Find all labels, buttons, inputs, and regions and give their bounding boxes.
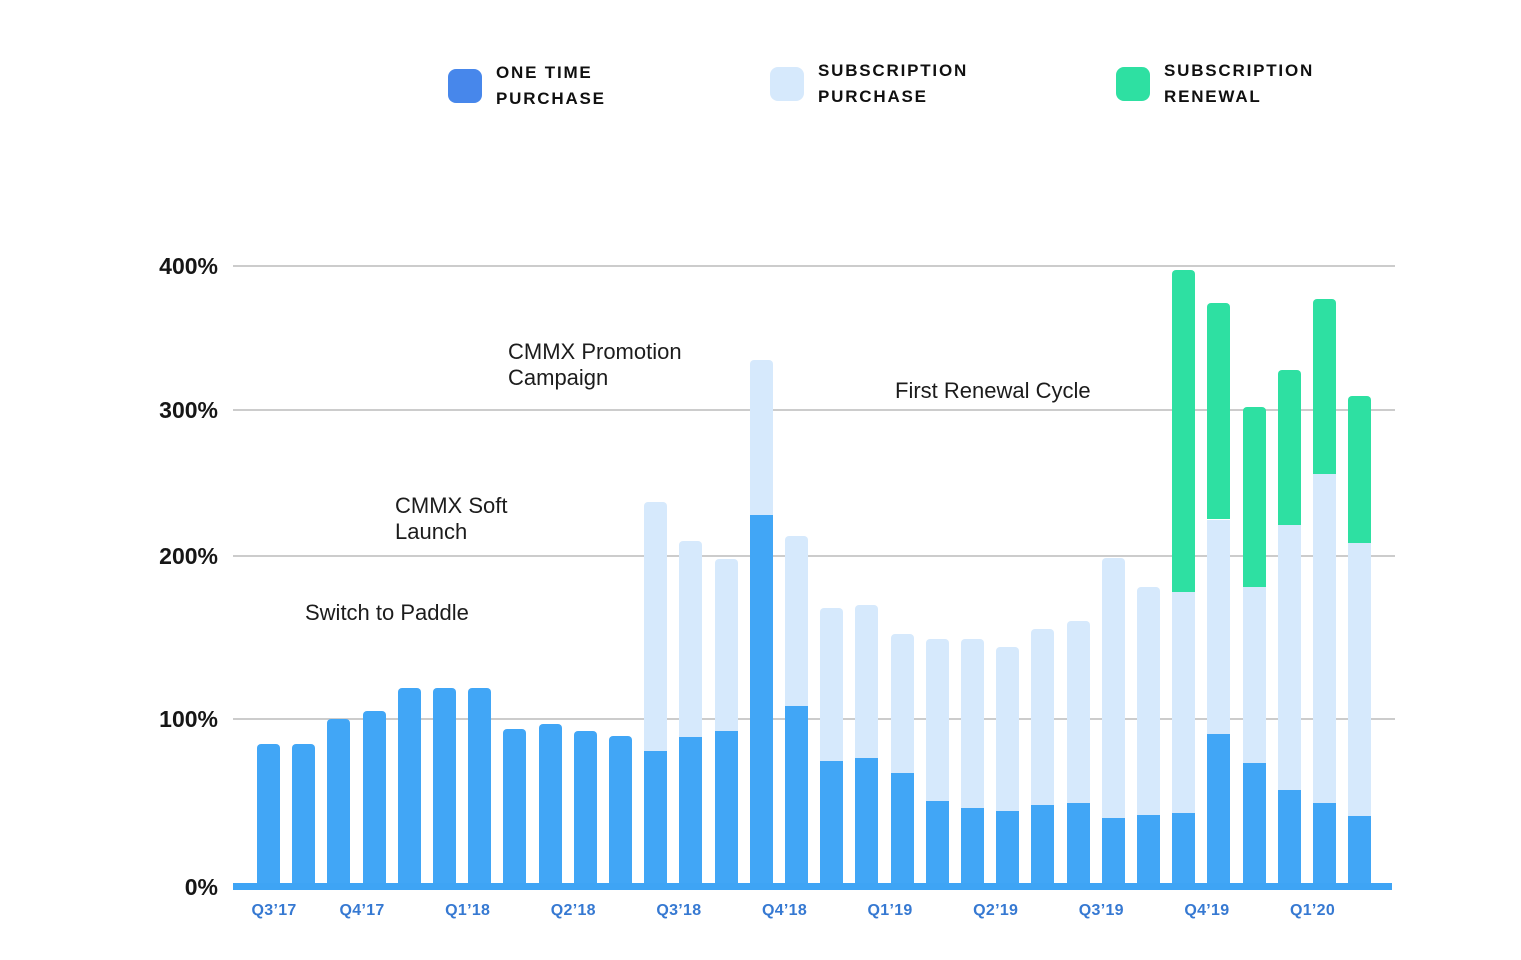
y-axis-label-200: 200% bbox=[159, 543, 218, 569]
x-axis-label-Q417: Q4’17 bbox=[339, 902, 385, 919]
bar-segment-subscription-renewal bbox=[1172, 270, 1196, 592]
bar-segment-one-time-purchase bbox=[433, 688, 456, 888]
gridline-100 bbox=[233, 718, 1395, 720]
x-axis-label-Q219: Q2’19 bbox=[973, 902, 1019, 919]
x-axis-label-Q118: Q1’18 bbox=[445, 902, 491, 919]
legend-label-one-time-purchase: ONE TIME PURCHASE bbox=[496, 63, 606, 108]
bar-segment-subscription-purchase bbox=[855, 604, 879, 758]
y-axis-label-300: 300% bbox=[159, 397, 218, 423]
bar-segment-subscription-purchase bbox=[1242, 586, 1266, 763]
bar-segment-one-time-purchase bbox=[1277, 789, 1301, 888]
x-axis-label-Q218: Q2’18 bbox=[550, 902, 596, 919]
gridline-200 bbox=[233, 555, 1395, 557]
annotation-cmmx-soft-launch: CMMX Soft Launch bbox=[395, 493, 508, 544]
bar-segment-subscription-renewal bbox=[1242, 407, 1266, 587]
y-axis-label-100: 100% bbox=[159, 706, 218, 732]
bar-segment-one-time-purchase bbox=[468, 688, 492, 888]
x-axis-label-Q120: Q1’20 bbox=[1289, 902, 1336, 919]
bar-segment-subscription-purchase bbox=[1348, 542, 1372, 817]
bar-segment-one-time-purchase bbox=[1313, 803, 1336, 888]
bar-segment-one-time-purchase bbox=[609, 735, 632, 888]
bar-segment-subscription-purchase bbox=[785, 535, 808, 706]
bar-segment-subscription-purchase bbox=[714, 559, 738, 731]
bar-segment-one-time-purchase bbox=[749, 515, 773, 888]
annotation-switch-to-paddle: Switch to Paddle bbox=[305, 600, 469, 625]
bar-segment-one-time-purchase bbox=[1242, 762, 1266, 888]
legend-label-subscription-purchase: SUBSCRIPTION PURCHASE bbox=[818, 61, 969, 106]
x-axis-label-Q418: Q4’18 bbox=[761, 902, 808, 919]
bar-segment-one-time-purchase bbox=[714, 730, 738, 888]
bar-segment-subscription-purchase bbox=[1313, 474, 1336, 803]
bar-segment-subscription-purchase bbox=[820, 608, 844, 761]
bar-segment-subscription-purchase bbox=[749, 359, 773, 516]
bar-segment-one-time-purchase bbox=[1348, 816, 1372, 888]
bar-segment-one-time-purchase bbox=[573, 730, 597, 888]
legend-swatch-subscription-purchase bbox=[770, 67, 804, 101]
legend-swatch-subscription-renewal bbox=[1116, 67, 1150, 101]
bar-segment-one-time-purchase bbox=[1172, 813, 1196, 888]
bar-segment-subscription-purchase bbox=[996, 647, 1020, 812]
bar-segment-one-time-purchase bbox=[996, 811, 1020, 888]
bar-segment-one-time-purchase bbox=[257, 744, 280, 888]
bar-segment-subscription-purchase bbox=[890, 634, 914, 773]
bar-segment-subscription-renewal bbox=[1277, 369, 1301, 526]
bar-segment-one-time-purchase bbox=[925, 801, 949, 888]
bar-segment-one-time-purchase bbox=[961, 808, 984, 888]
x-axis-label-Q119: Q1’19 bbox=[867, 902, 913, 919]
bar-segment-one-time-purchase bbox=[1066, 803, 1090, 888]
y-axis-label-400: 400% bbox=[159, 253, 218, 279]
bar-segment-one-time-purchase bbox=[1101, 818, 1125, 888]
x-axis-label-Q318: Q3’18 bbox=[656, 902, 702, 919]
legend-swatch-one-time-purchase bbox=[448, 69, 482, 103]
bar-segment-one-time-purchase bbox=[785, 705, 808, 888]
x-axis-label-Q317: Q3’17 bbox=[251, 902, 297, 919]
bar-segment-subscription-purchase bbox=[925, 639, 949, 802]
gridline-400 bbox=[233, 265, 1395, 267]
legend-item-one-time-purchase: ONE TIME PURCHASE bbox=[448, 50, 606, 122]
bar-segment-subscription-purchase bbox=[679, 541, 703, 738]
bar-segment-subscription-purchase bbox=[1031, 629, 1055, 805]
bar-segment-one-time-purchase bbox=[397, 688, 421, 888]
bar-segment-subscription-renewal bbox=[1207, 303, 1231, 520]
gridline-300 bbox=[233, 409, 1395, 411]
bar-segment-one-time-purchase bbox=[820, 761, 844, 888]
y-axis-label-0: 0% bbox=[184, 874, 218, 900]
bar-segment-subscription-purchase bbox=[1137, 586, 1160, 815]
bar-segment-one-time-purchase bbox=[890, 772, 914, 888]
bar-segment-subscription-purchase bbox=[644, 501, 668, 751]
x-axis-line bbox=[233, 883, 1392, 890]
annotation-cmmx-promotion-campaign: CMMX Promotion Campaign bbox=[508, 339, 682, 390]
legend-item-subscription-purchase: SUBSCRIPTION PURCHASE bbox=[770, 48, 968, 120]
legend-label-subscription-renewal: SUBSCRIPTION RENEWAL bbox=[1164, 61, 1315, 106]
bar-segment-subscription-renewal bbox=[1348, 395, 1372, 543]
x-axis-label-Q419: Q4’19 bbox=[1184, 902, 1230, 919]
x-axis-label-Q319: Q3’19 bbox=[1078, 902, 1124, 919]
bar-segment-subscription-purchase bbox=[1101, 557, 1125, 819]
bar-segment-one-time-purchase bbox=[1207, 734, 1231, 888]
bar-segment-subscription-purchase bbox=[961, 639, 984, 809]
bar-segment-one-time-purchase bbox=[679, 737, 703, 888]
bar-segment-one-time-purchase bbox=[644, 750, 668, 888]
bar-segment-subscription-purchase bbox=[1066, 621, 1090, 803]
bar-segment-one-time-purchase bbox=[503, 729, 527, 888]
annotation-first-renewal-cycle: First Renewal Cycle bbox=[895, 378, 1091, 403]
bar-segment-one-time-purchase bbox=[292, 744, 316, 888]
bar-segment-one-time-purchase bbox=[538, 724, 562, 888]
bar-segment-subscription-purchase bbox=[1172, 591, 1196, 814]
bar-segment-one-time-purchase bbox=[362, 710, 386, 888]
bar-segment-subscription-purchase bbox=[1207, 519, 1231, 735]
bar-segment-subscription-renewal bbox=[1313, 299, 1336, 475]
legend-item-subscription-renewal: SUBSCRIPTION RENEWAL bbox=[1116, 48, 1314, 120]
bar-segment-one-time-purchase bbox=[1137, 814, 1160, 888]
bar-segment-one-time-purchase bbox=[855, 757, 879, 888]
bar-segment-subscription-purchase bbox=[1277, 525, 1301, 790]
bar-segment-one-time-purchase bbox=[327, 719, 351, 888]
bar-segment-one-time-purchase bbox=[1031, 804, 1055, 888]
